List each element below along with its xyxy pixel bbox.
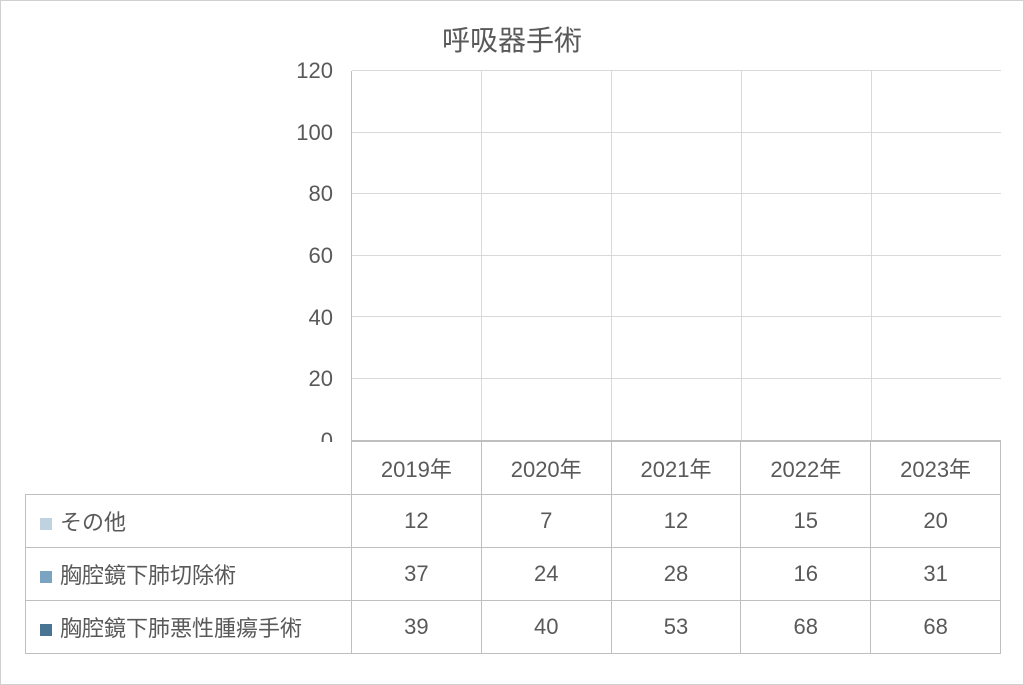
table-category-header: 2021年 (611, 442, 741, 495)
y-tick-label: 40 (273, 305, 333, 331)
legend-swatch-icon (40, 624, 52, 636)
plot-area (351, 71, 1001, 441)
chart-title: 呼吸器手術 (1, 1, 1023, 59)
bar-group (352, 71, 482, 440)
plot-background (351, 71, 1001, 441)
table-row: 胸腔鏡下肺切除術 3724281631 (26, 548, 1001, 601)
table-cell: 31 (871, 548, 1001, 601)
data-table: 2019年2020年2021年2022年2023年その他127121520胸腔鏡… (25, 441, 1001, 654)
table-cell: 12 (352, 495, 482, 548)
legend-swatch-icon (40, 518, 52, 530)
y-tick-label: 20 (273, 366, 333, 392)
table-header-row: 2019年2020年2021年2022年2023年 (26, 442, 1001, 495)
legend-label: その他 (60, 510, 126, 535)
y-tick-label: 60 (273, 243, 333, 269)
table-cell: 12 (611, 495, 741, 548)
y-tick-label: 80 (273, 181, 333, 207)
table-row-header: 胸腔鏡下肺悪性腫瘍手術 (26, 601, 352, 654)
y-tick-label: 120 (273, 58, 333, 84)
table-cell: 7 (481, 495, 611, 548)
table-category-header: 2020年 (481, 442, 611, 495)
bar-group (482, 71, 612, 440)
table-cell: 15 (741, 495, 871, 548)
table-row: その他127121520 (26, 495, 1001, 548)
table-blank-cell (26, 442, 352, 495)
table-cell: 28 (611, 548, 741, 601)
table-cell: 68 (741, 601, 871, 654)
table-cell: 40 (481, 601, 611, 654)
y-axis: 020406080100120 (281, 71, 341, 441)
table-row-header: 胸腔鏡下肺切除術 (26, 548, 352, 601)
table-row: 胸腔鏡下肺悪性腫瘍手術3940536868 (26, 601, 1001, 654)
table-cell: 37 (352, 548, 482, 601)
y-tick-label: 100 (273, 120, 333, 146)
table-cell: 53 (611, 601, 741, 654)
chart-container: 呼吸器手術 020406080100120 2019年2020年2021年202… (0, 0, 1024, 685)
table-cell: 20 (871, 495, 1001, 548)
table-row-header: その他 (26, 495, 352, 548)
legend-label: 胸腔鏡下肺切除術 (60, 563, 236, 588)
bar-group (612, 71, 742, 440)
bar-group (742, 71, 872, 440)
table-cell: 68 (871, 601, 1001, 654)
legend-label: 胸腔鏡下肺悪性腫瘍手術 (60, 616, 302, 641)
table-category-header: 2022年 (741, 442, 871, 495)
bars-container (352, 71, 1001, 440)
table-category-header: 2023年 (871, 442, 1001, 495)
table-category-header: 2019年 (352, 442, 482, 495)
table-cell: 39 (352, 601, 482, 654)
table-cell: 16 (741, 548, 871, 601)
table-cell: 24 (481, 548, 611, 601)
data-table-body: 2019年2020年2021年2022年2023年その他127121520胸腔鏡… (26, 442, 1001, 654)
bar-group (872, 71, 1001, 440)
legend-swatch-icon (40, 571, 52, 583)
